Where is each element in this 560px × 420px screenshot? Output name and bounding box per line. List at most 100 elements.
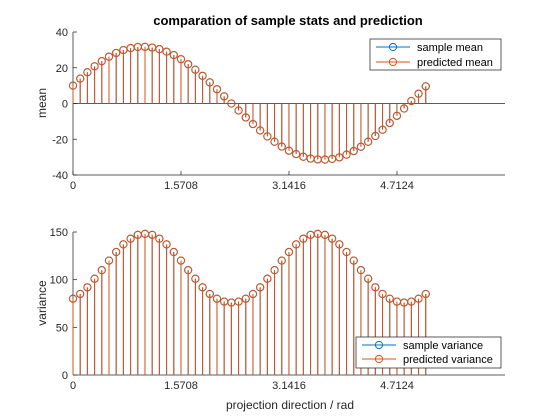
predicted-variance-point (256, 283, 265, 292)
mean-x-tick-label: 1.5708 (164, 180, 198, 192)
predicted-mean-point (76, 74, 85, 83)
predicted-variance-point (155, 234, 164, 243)
mean-y-tick-label: 0 (62, 99, 68, 111)
predicted-mean-point (342, 150, 351, 159)
predicted-variance-point (407, 297, 416, 306)
variance-x-tick-label: 1.5708 (164, 380, 198, 392)
variance-y-tick-label: 150 (50, 227, 68, 239)
predicted-variance-point (112, 247, 121, 257)
variance-y-tick-label: 50 (56, 322, 68, 334)
predicted-variance-point (270, 266, 279, 275)
predicted-variance-point (421, 289, 430, 299)
variance-panel: projection direction / rad variance 0 50 1… (35, 227, 505, 412)
predicted-mean-point (227, 99, 236, 108)
predicted-mean-point (248, 119, 258, 129)
x-axis-label: projection direction / rad (226, 398, 354, 412)
predicted-mean-point (263, 132, 272, 141)
predicted-variance-point (263, 274, 272, 283)
predicted-variance-point (241, 294, 250, 303)
predicted-mean-point (155, 45, 164, 54)
predicted-variance-point (364, 274, 373, 283)
predicted-mean-point (162, 47, 171, 56)
variance-x-tick-label: 4.7124 (380, 380, 414, 392)
mean-legend-box (369, 38, 502, 71)
predicted-variance-point (342, 247, 351, 257)
predicted-variance-point (320, 230, 330, 239)
predicted-variance-point (277, 256, 286, 265)
predicted-variance-point (335, 240, 344, 249)
legend-sample-mean-marker (388, 42, 398, 52)
predicted-mean-point (349, 146, 358, 156)
mean-legend: sample mean predicted mean (369, 38, 502, 71)
predicted-variance-point (385, 294, 394, 303)
predicted-mean-point (119, 45, 128, 55)
predicted-mean-point (270, 137, 279, 146)
predicted-variance-point (328, 234, 337, 243)
predicted-mean-point (421, 82, 430, 91)
predicted-variance-point (349, 256, 358, 265)
chart-title: comparation of sample stats and predicti… (153, 13, 422, 28)
predicted-mean-point (277, 142, 286, 151)
mean-x-tick-label: 0 (70, 180, 76, 192)
predicted-mean-point (356, 142, 366, 151)
mean-plot-area: -40 -20 0 20 40 0 1.5708 3.1416 4.7124 (52, 27, 505, 192)
predicted-mean-point (241, 113, 250, 122)
predicted-mean-point (414, 89, 423, 98)
predicted-variance-point (68, 294, 78, 303)
predicted-mean-point (198, 71, 207, 80)
predicted-variance-point (378, 289, 387, 299)
legend-predicted-mean-label: predicted mean (417, 57, 493, 69)
predicted-variance-point (212, 294, 222, 303)
variance-x-tick-label: 0 (70, 380, 76, 392)
predicted-variance-point (184, 266, 193, 275)
predicted-variance-point (414, 294, 423, 303)
predicted-mean-point (176, 55, 186, 64)
predicted-variance-point (83, 283, 92, 292)
predicted-variance-point (97, 266, 106, 275)
variance-x-tick-label: 3.1416 (272, 380, 306, 392)
mean-x-tick-label: 3.1416 (272, 180, 306, 192)
predicted-mean-point (212, 85, 222, 94)
predicted-variance-point (90, 274, 99, 283)
predicted-variance-point (284, 247, 294, 257)
legend-predicted-mean-marker (388, 57, 398, 67)
predicted-variance-point (234, 297, 243, 306)
predicted-variance-point (104, 256, 114, 265)
variance-y-tick-label: 100 (50, 275, 68, 287)
predicted-mean-point (292, 149, 301, 159)
predicted-mean-point (256, 126, 265, 135)
legend-sample-mean-label: sample mean (417, 42, 483, 54)
predicted-variance-point (198, 283, 207, 292)
predicted-mean-point (90, 62, 99, 71)
mean-y-axis-label: mean (35, 88, 49, 118)
legend-predicted-variance-label: predicted variance (403, 354, 493, 366)
predicted-mean-point (385, 118, 394, 128)
predicted-variance-point (248, 289, 258, 299)
variance-legend: sample variance predicted variance (355, 336, 502, 369)
predicted-mean-point (392, 111, 402, 120)
predicted-mean-point (169, 50, 178, 60)
predicted-variance-point (176, 256, 186, 265)
predicted-variance-point (169, 247, 178, 257)
predicted-variance-point (191, 274, 200, 283)
predicted-mean-point (400, 104, 409, 113)
predicted-variance-point (371, 283, 380, 292)
variance-y-tick-label: 0 (62, 370, 68, 382)
predicted-variance-point (162, 240, 171, 249)
mean-x-tick-label: 4.7124 (380, 180, 414, 192)
mean-panel: comparation of sample stats and predicti… (35, 13, 505, 192)
predicted-variance-point (205, 289, 214, 299)
mean-y-tick-label: 40 (56, 27, 68, 39)
predicted-mean-point (184, 60, 193, 69)
predicted-mean-point (364, 137, 373, 146)
predicted-mean-point (68, 81, 78, 90)
predicted-variance-point (119, 240, 128, 249)
mean-y-tick-label: -40 (52, 170, 68, 182)
predicted-mean-point (112, 48, 121, 58)
predicted-mean-point (104, 52, 114, 61)
mean-y-tick-label: 20 (56, 63, 68, 75)
predicted-mean-point (97, 57, 106, 66)
predicted-mean-point (378, 125, 387, 134)
predicted-variance-point (76, 289, 85, 299)
